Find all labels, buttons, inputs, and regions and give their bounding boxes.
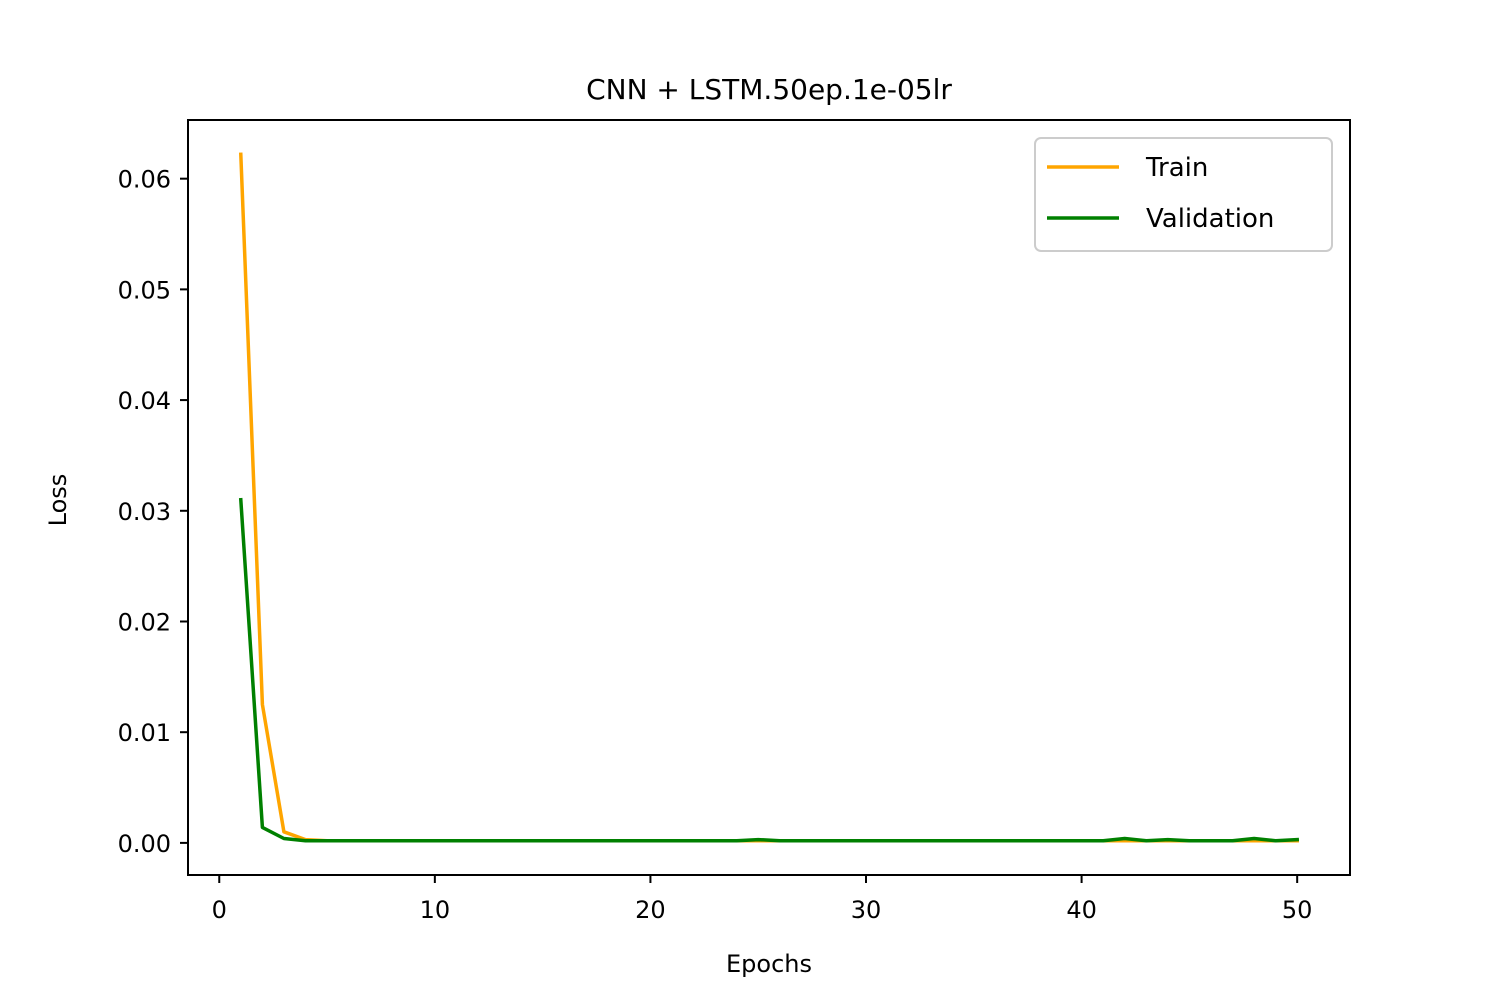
legend-label-train: Train (1145, 153, 1208, 183)
x-axis-label: Epochs (726, 950, 812, 978)
x-tick-label: 20 (635, 896, 666, 924)
x-tick-label: 40 (1066, 896, 1097, 924)
x-tick-label: 50 (1282, 896, 1313, 924)
x-tick-label: 0 (212, 896, 227, 924)
y-axis-label: Loss (44, 474, 72, 527)
series-line-validation (238, 497, 1300, 843)
y-tick-label: 0.02 (118, 608, 171, 636)
y-tick-label: 0.01 (118, 719, 171, 747)
series-lines (238, 152, 1300, 843)
y-axis-ticks: 0.00 0.01 0.02 0.03 0.04 0.05 0.06 (118, 166, 188, 858)
y-tick-label: 0.00 (118, 830, 171, 858)
legend: Train Validation (1034, 137, 1333, 252)
x-tick-label: 30 (851, 896, 882, 924)
legend-label-validation: Validation (1146, 204, 1274, 234)
y-tick-label: 0.03 (118, 498, 171, 526)
x-axis-ticks: 0 10 20 30 40 50 (212, 875, 1313, 924)
plot-frame (187, 119, 1351, 876)
y-tick-label: 0.04 (118, 387, 171, 415)
x-tick-label: 10 (420, 896, 451, 924)
y-tick-label: 0.05 (118, 276, 171, 304)
y-tick-label: 0.06 (118, 166, 171, 194)
chart-title: CNN + LSTM.50ep.1e-05lr (586, 73, 952, 106)
